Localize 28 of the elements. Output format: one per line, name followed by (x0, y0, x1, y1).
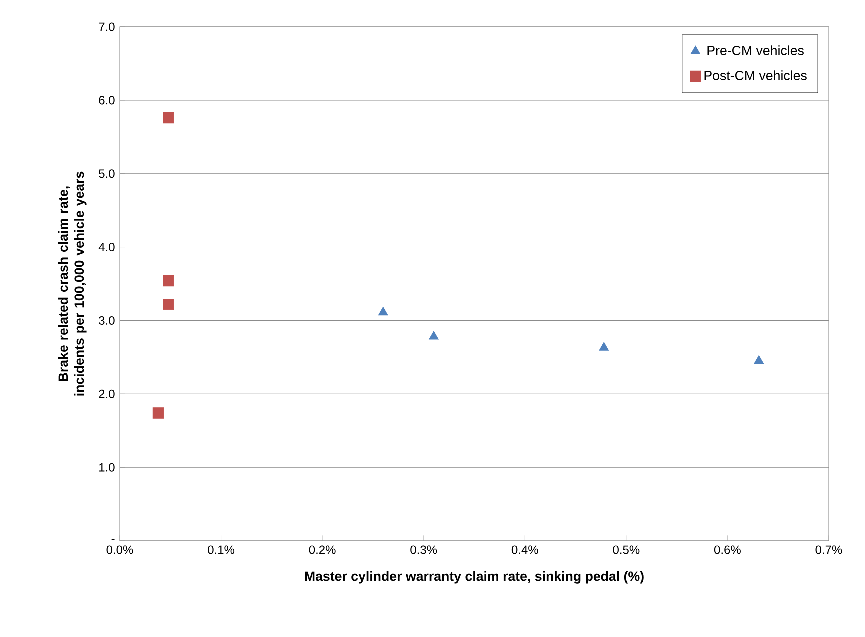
y-tick-label: 6.0 (99, 96, 115, 105)
x-tick-label: 0.3% (410, 546, 438, 554)
y-tick-label: - (112, 539, 115, 540)
x-tick-label: 0.1% (208, 546, 235, 554)
legend-label: Pre-CM vehicles (708, 46, 804, 56)
point (378, 307, 388, 316)
x-tick-label: 0.4% (512, 546, 538, 554)
legend-label: Post-CM vehicles (704, 70, 807, 80)
point (152, 408, 164, 419)
point (163, 275, 174, 287)
x-tick-label: 0.7% (816, 546, 842, 554)
y-tick-label: 7.0 (99, 22, 115, 32)
y-axis-title: Brake related crash claim rate, incidents per 100,000 vehicle years (58, 172, 87, 396)
point (754, 356, 764, 364)
y-tick-label: 1.0 (100, 463, 115, 472)
point (163, 112, 174, 124)
x-tick-label: 0.6% (714, 546, 741, 554)
point (163, 298, 174, 310)
x-tick-label: 0.0% (106, 546, 134, 554)
y-tick-label: 5.0 (99, 170, 115, 178)
y-tick-label: 3.0 (99, 316, 115, 325)
point (429, 331, 439, 340)
x-tick-label: 0.2% (309, 546, 336, 554)
y-tick-label: 4.0 (98, 243, 115, 252)
point (599, 342, 610, 351)
y-tick-label: 2.0 (99, 390, 115, 398)
x-axis-title: Master cylinder warranty claim rate, sinking pedal (%) (305, 571, 644, 584)
x-tick-label: 0.5% (613, 546, 640, 554)
